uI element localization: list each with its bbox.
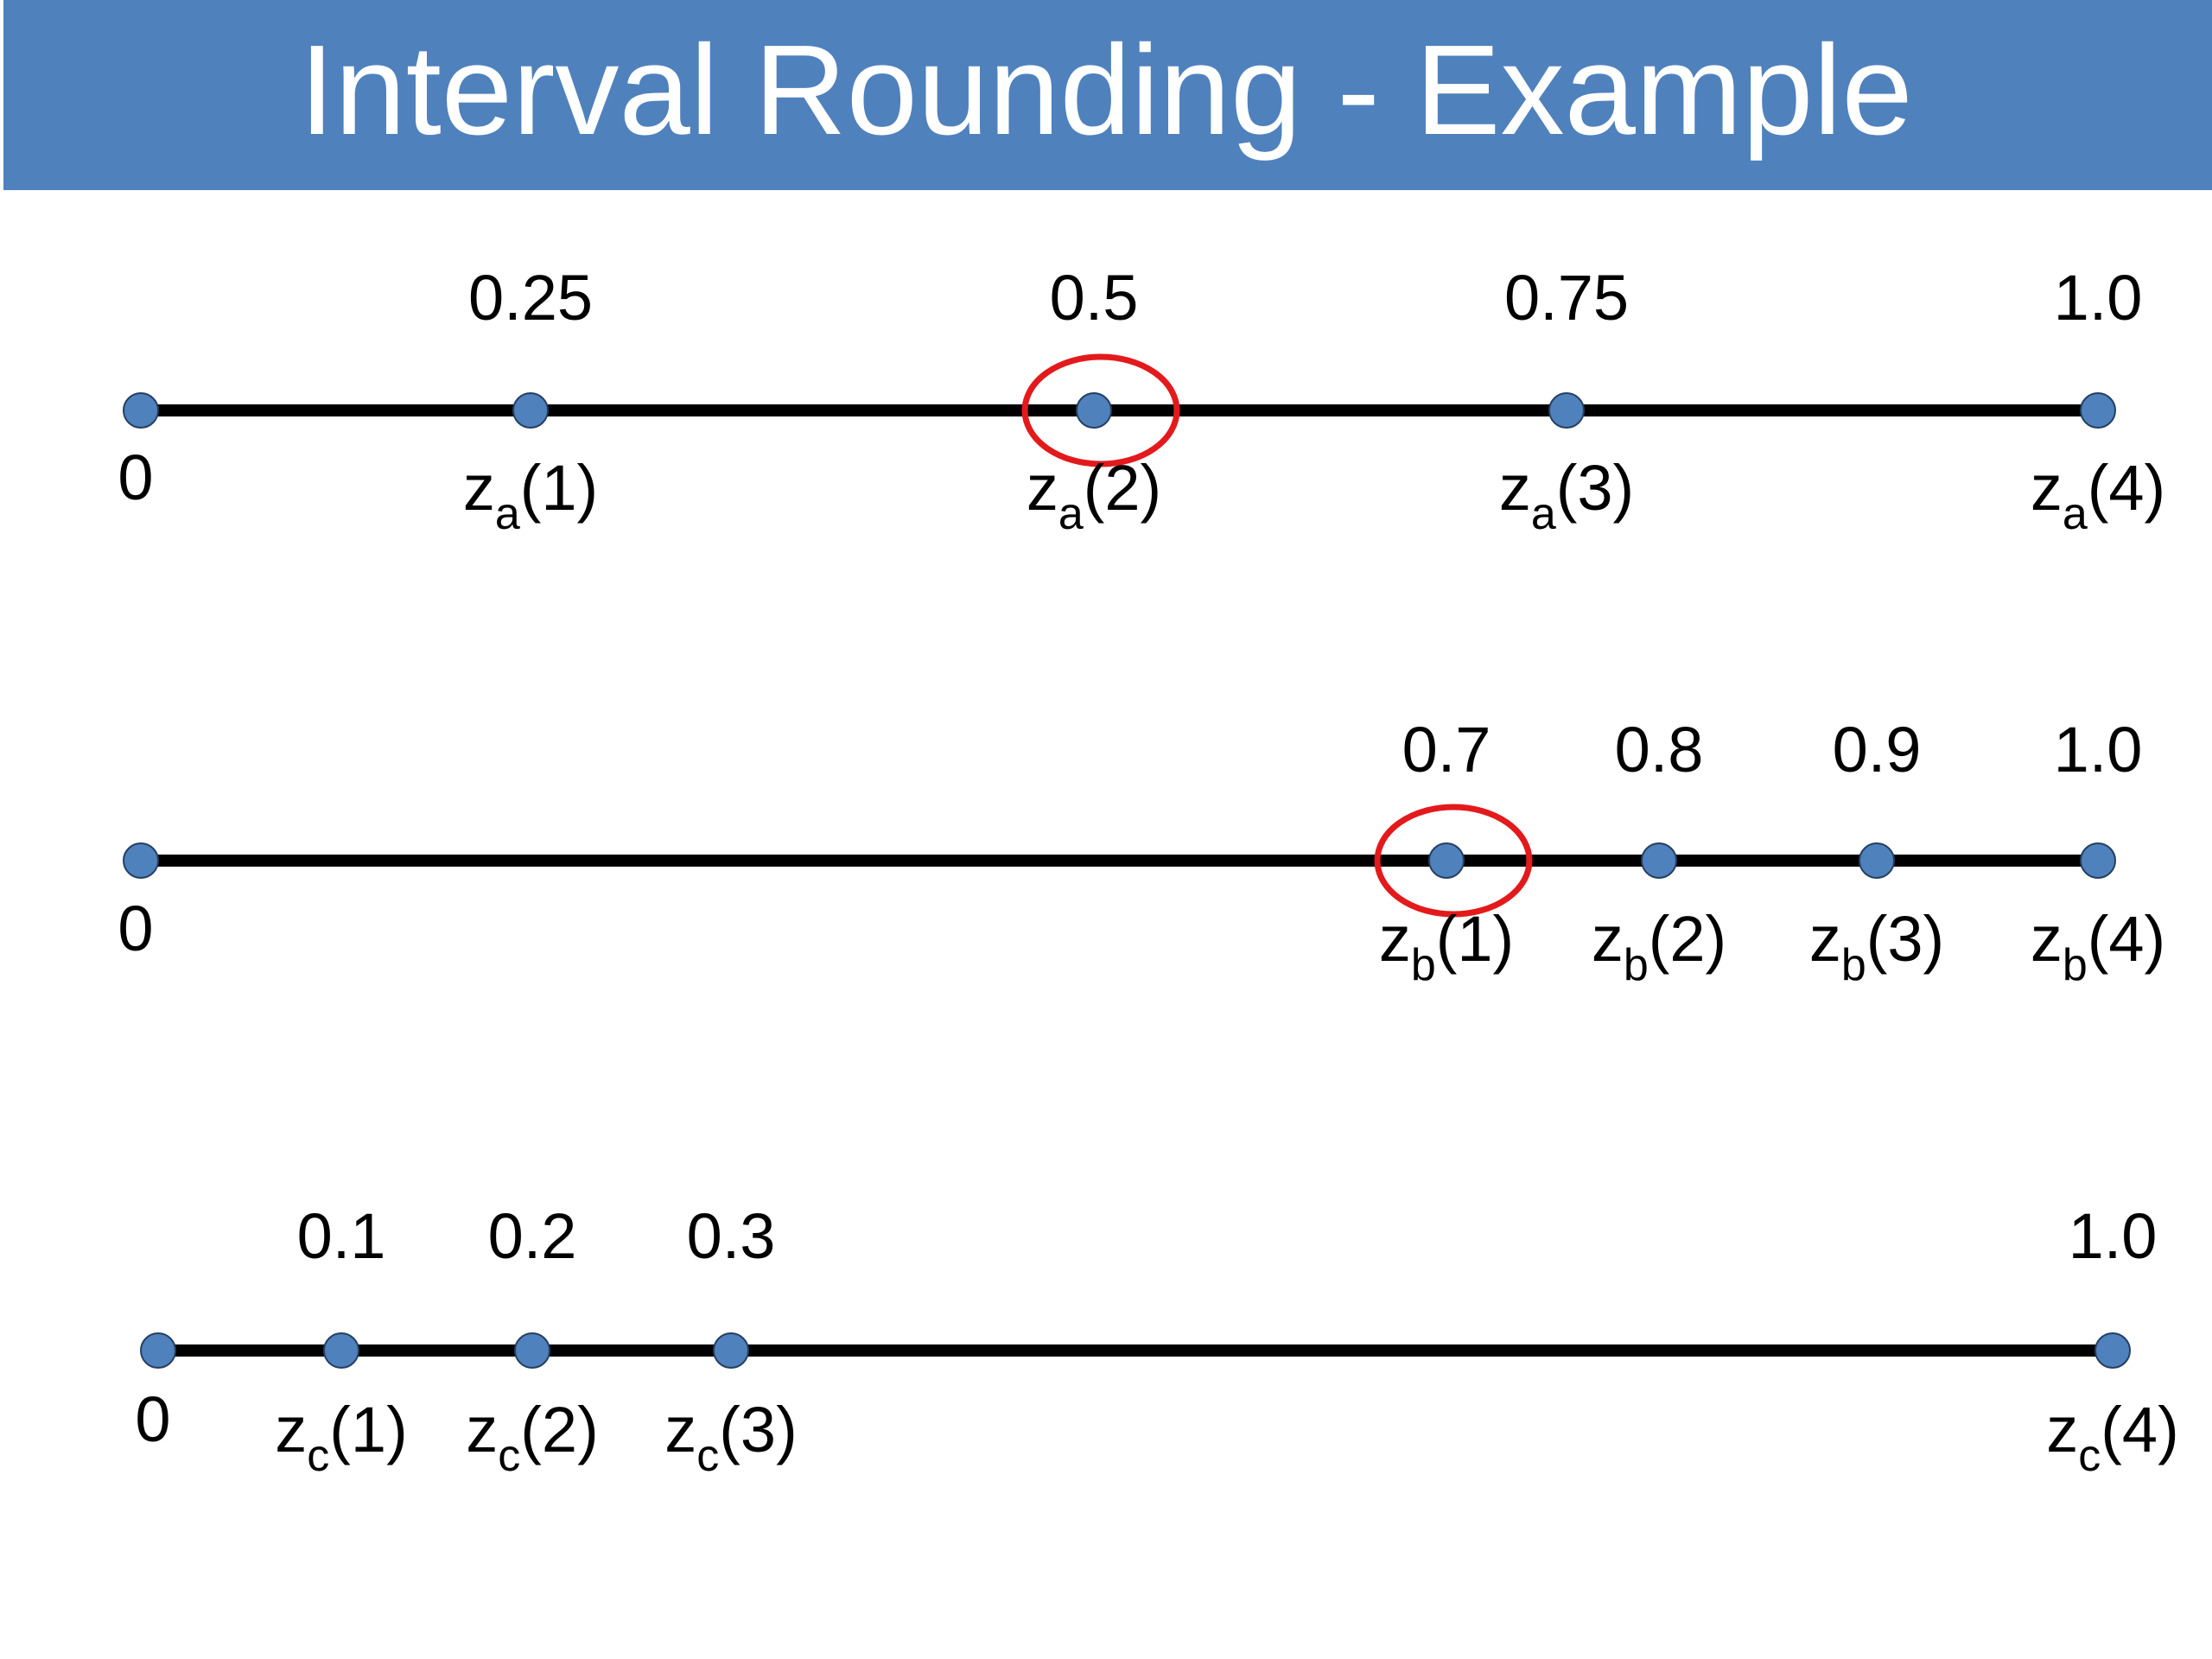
point-label: zb(3) bbox=[1809, 903, 1944, 990]
slide-title: Interval Rounding - Example bbox=[299, 19, 1912, 162]
point bbox=[2080, 842, 2116, 879]
point-label: zb(1) bbox=[1379, 903, 1514, 990]
origin-label: 0 bbox=[118, 442, 153, 513]
origin-label: 0 bbox=[118, 893, 153, 964]
point bbox=[1548, 392, 1585, 429]
point bbox=[512, 392, 549, 429]
point-value: 0.7 bbox=[1402, 714, 1491, 785]
label-suffix: (1) bbox=[520, 452, 598, 524]
label-base: z bbox=[1809, 903, 1841, 975]
label-subscript: a bbox=[495, 489, 520, 539]
point-label: zb(4) bbox=[2031, 903, 2165, 990]
point bbox=[514, 1332, 550, 1369]
label-subscript: b bbox=[1624, 940, 1649, 990]
label-suffix: (2) bbox=[1649, 903, 1726, 975]
label-base: z bbox=[1499, 452, 1531, 524]
label-suffix: (1) bbox=[1436, 903, 1514, 975]
point bbox=[1076, 392, 1112, 429]
point-label: zc(2) bbox=[466, 1394, 598, 1481]
point bbox=[1859, 842, 1895, 879]
label-suffix: (2) bbox=[1084, 452, 1161, 524]
label-suffix: (1) bbox=[329, 1394, 407, 1465]
label-suffix: (3) bbox=[1866, 903, 1944, 975]
label-subscript: b bbox=[1411, 940, 1436, 990]
point-value: 0.25 bbox=[468, 262, 593, 334]
title-bar bbox=[3, 0, 2212, 190]
label-subscript: c bbox=[2078, 1431, 2101, 1481]
label-base: z bbox=[2031, 903, 2063, 975]
point-label: zc(3) bbox=[664, 1394, 797, 1481]
point-value: 1.0 bbox=[2054, 714, 2143, 785]
point-label: za(4) bbox=[2031, 452, 2165, 539]
point-value: 1.0 bbox=[2069, 1200, 2158, 1272]
label-subscript: c bbox=[696, 1431, 719, 1481]
point bbox=[1428, 842, 1465, 879]
point-value: 0.75 bbox=[1504, 262, 1629, 334]
point bbox=[713, 1332, 749, 1369]
label-subscript: a bbox=[1058, 489, 1084, 539]
label-suffix: (3) bbox=[1556, 452, 1634, 524]
point bbox=[323, 1332, 359, 1369]
label-base: z bbox=[275, 1394, 307, 1465]
point-value: 0.8 bbox=[1615, 714, 1704, 785]
label-subscript: a bbox=[1531, 489, 1556, 539]
label-base: z bbox=[1027, 452, 1058, 524]
point bbox=[123, 842, 159, 879]
label-base: z bbox=[463, 452, 495, 524]
point-value: 0.3 bbox=[687, 1200, 776, 1272]
point-label: zc(1) bbox=[275, 1394, 407, 1481]
point-label: za(2) bbox=[1027, 452, 1161, 539]
highlight-circle bbox=[1021, 353, 1180, 467]
point-value: 0.9 bbox=[1833, 714, 1922, 785]
label-subscript: c bbox=[498, 1431, 520, 1481]
label-suffix: (4) bbox=[2088, 452, 2165, 524]
point-label: za(3) bbox=[1499, 452, 1634, 539]
point bbox=[2094, 1332, 2131, 1369]
point bbox=[140, 1332, 176, 1369]
point bbox=[2080, 392, 2116, 429]
label-suffix: (4) bbox=[2088, 903, 2165, 975]
point-value: 0.2 bbox=[488, 1200, 577, 1272]
label-base: z bbox=[1379, 903, 1411, 975]
origin-label: 0 bbox=[135, 1383, 170, 1455]
label-base: z bbox=[664, 1394, 696, 1465]
point-value: 0.5 bbox=[1050, 262, 1139, 334]
point-label: za(1) bbox=[463, 452, 598, 539]
label-base: z bbox=[466, 1394, 498, 1465]
point bbox=[1641, 842, 1677, 879]
label-subscript: c bbox=[307, 1431, 329, 1481]
label-suffix: (3) bbox=[719, 1394, 797, 1465]
point-label: zc(4) bbox=[2046, 1394, 2178, 1481]
highlight-circle bbox=[1374, 804, 1533, 918]
label-base: z bbox=[1592, 903, 1624, 975]
label-base: z bbox=[2046, 1394, 2078, 1465]
point bbox=[123, 392, 159, 429]
label-subscript: a bbox=[2063, 489, 2088, 539]
label-subscript: b bbox=[2063, 940, 2088, 990]
point-label: zb(2) bbox=[1592, 903, 1726, 990]
point-value: 0.1 bbox=[297, 1200, 386, 1272]
label-suffix: (2) bbox=[520, 1394, 598, 1465]
label-base: z bbox=[2031, 452, 2063, 524]
point-value: 1.0 bbox=[2054, 262, 2143, 334]
label-subscript: b bbox=[1841, 940, 1866, 990]
label-suffix: (4) bbox=[2101, 1394, 2178, 1465]
